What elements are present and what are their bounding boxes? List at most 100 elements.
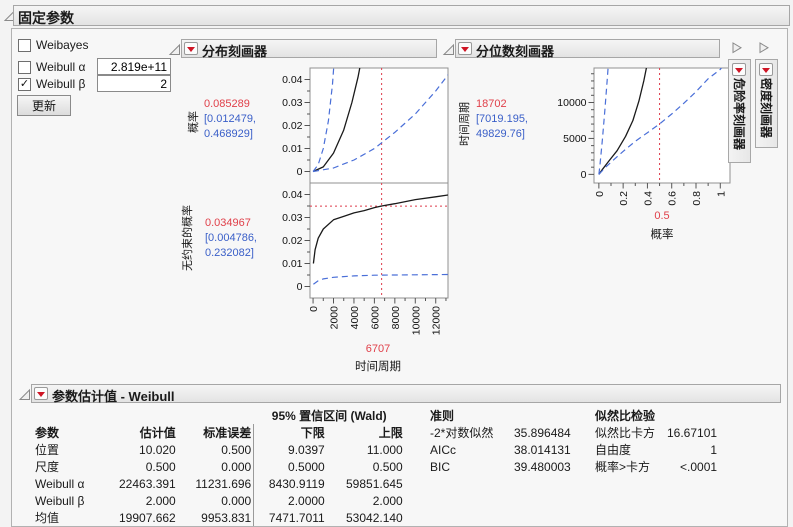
svg-text:0.01: 0.01 (282, 258, 303, 270)
svg-text:0: 0 (594, 191, 606, 197)
dist-profiler-header-bar[interactable] (181, 39, 437, 58)
dist-bottom-estimate: 0.034967 (205, 217, 251, 229)
quant-estimate: 18702 (476, 98, 507, 110)
quant-xlabel: 概率 (650, 229, 674, 241)
param-estimates-header-bar[interactable] (31, 384, 781, 403)
weibull-beta-checkbox[interactable] (18, 78, 31, 91)
table-cell: 1 (710, 442, 718, 457)
svg-text:0.4: 0.4 (642, 191, 654, 206)
table-cell: AICc (430, 442, 457, 457)
svg-text:0: 0 (297, 281, 303, 293)
dist-bottom-values: 0.034967 [0.004786, 0.232082] (205, 216, 257, 261)
svg-text:0.2: 0.2 (618, 191, 630, 206)
hazard-profiler-tab-title: 危险率刻画器 (732, 78, 746, 151)
svg-text:0.04: 0.04 (282, 189, 303, 201)
criteria-table: 准则 -2*对数似然 35.896484 AICc 38.014131 BIC 39.480… (428, 407, 573, 475)
dist-top-ci-low: [0.012479, (204, 113, 256, 125)
table-cell: 参数 (35, 426, 60, 440)
quantile-plot[interactable]: 0 5000 10000 0 0.2 0.4 0.6 0.8 1 (552, 62, 736, 233)
disclosure-open-icon[interactable] (168, 43, 181, 56)
table-row: 似然比检验 (595, 409, 656, 423)
update-button[interactable]: 更新 (17, 95, 71, 116)
table-cell: 估计值 (139, 426, 176, 440)
table-cell: 似然比卡方 (595, 426, 656, 440)
disclosure-closed-icon[interactable] (730, 41, 743, 54)
weibull-alpha-field[interactable] (97, 58, 171, 75)
weibull-alpha-checkbox[interactable] (18, 61, 31, 74)
table-row: AICc 38.014131 (428, 441, 573, 458)
table-row: 位置 10.020 0.500 9.0397 11.000 (33, 441, 405, 458)
svg-text:0.8: 0.8 (691, 191, 703, 206)
svg-text:10000: 10000 (557, 97, 586, 109)
dist-bottom-ci-high: 0.232082] (205, 247, 254, 259)
table-cell: 0.000 (221, 493, 252, 508)
svg-text:1: 1 (715, 191, 727, 197)
dist-x-current-value: 6707 (365, 343, 391, 355)
svg-text:0.03: 0.03 (282, 212, 303, 224)
svg-text:0: 0 (581, 169, 587, 181)
table-cell: 位置 (35, 443, 60, 457)
table-cell: 53042.140 (346, 510, 403, 525)
ci-group-header: 95% 置信区间 (Wald) (271, 409, 387, 423)
table-cell: 9953.831 (201, 510, 252, 525)
table-cell: 35.896484 (514, 425, 571, 440)
weibull-alpha-label: Weibull α (36, 60, 86, 74)
table-cell: 11.000 (366, 442, 403, 457)
disclosure-open-icon[interactable] (18, 388, 31, 401)
dist-profiler-title: 分布刻画器 (202, 44, 268, 59)
svg-text:0.02: 0.02 (282, 235, 303, 247)
weibayes-checkbox[interactable] (18, 39, 31, 52)
red-triangle-menu-icon[interactable] (759, 63, 773, 76)
table-cell: 均值 (35, 511, 60, 525)
dist-top-values: 0.085289 [0.012479, 0.468929] (204, 97, 256, 142)
table-cell: 9.0397 (253, 441, 327, 458)
red-triangle-menu-icon[interactable] (732, 63, 746, 76)
table-cell: 0.000 (221, 459, 252, 474)
svg-text:0: 0 (297, 166, 303, 178)
red-triangle-menu-icon[interactable] (458, 42, 472, 55)
weibayes-label: Weibayes (36, 38, 89, 52)
dist-top-estimate: 0.085289 (204, 98, 250, 110)
table-cell: 2.000 (372, 493, 403, 508)
hazard-profiler-collapsed-tab[interactable]: 危险率刻画器 (728, 59, 751, 163)
table-cell: 38.014131 (514, 442, 571, 457)
table-cell: Weibull α (35, 476, 85, 491)
table-cell: 0.500 (372, 459, 403, 474)
dist-plot-top[interactable]: 0 0.01 0.02 0.03 0.04 (272, 62, 454, 183)
table-cell: BIC (430, 459, 451, 474)
weibull-beta-field[interactable] (97, 75, 171, 92)
quant-ylabel: 时间周期 (459, 102, 471, 146)
svg-text:0: 0 (308, 306, 320, 312)
table-cell: 上限 (378, 426, 403, 440)
red-triangle-menu-icon[interactable] (34, 387, 48, 400)
quant-values: 18702 [7019.195, 49829.76] (476, 97, 528, 142)
table-cell: 22463.391 (119, 476, 176, 491)
fixed-params-header-bar[interactable] (13, 5, 790, 26)
svg-text:5000: 5000 (563, 133, 587, 145)
param-estimates-title: 参数估计值 - Weibull (52, 389, 175, 404)
table-cell: 59851.645 (346, 476, 403, 491)
table-cell: 2.000 (145, 493, 176, 508)
page-title: 固定参数 (18, 10, 74, 26)
parameter-table: 95% 置信区间 (Wald) 参数 估计值 标准误差 下限 上限 位置 10.020 0.50… (33, 407, 405, 526)
table-cell: 39.480003 (514, 459, 571, 474)
quant-ci-low: [7019.195, (476, 113, 528, 125)
disclosure-open-icon[interactable] (442, 43, 455, 56)
svg-text:2000: 2000 (329, 306, 341, 330)
table-row: Weibull β 2.000 0.000 2.0000 2.000 (33, 492, 405, 509)
table-cell: 0.500 (145, 459, 176, 474)
disclosure-closed-icon[interactable] (757, 41, 770, 54)
density-profiler-collapsed-tab[interactable]: 密度刻画器 (755, 59, 778, 148)
svg-text:0.6: 0.6 (667, 191, 679, 206)
quant-profiler-header-bar[interactable] (455, 39, 720, 58)
dist-bottom-ylabel: 无约束的概率 (182, 205, 194, 271)
table-row: 自由度 1 (593, 441, 719, 458)
table-cell: 标准误差 (203, 426, 252, 440)
svg-text:4000: 4000 (349, 306, 361, 330)
dist-top-ci-high: 0.468929] (204, 128, 253, 140)
table-row: 尺度 0.500 0.000 0.5000 0.500 (33, 458, 405, 475)
dist-plot-bottom[interactable]: 0 0.01 0.02 0.03 0.04 0 2000 4000 6000 8000 10000 1… (272, 183, 454, 348)
red-triangle-menu-icon[interactable] (184, 42, 198, 55)
quant-profiler-title: 分位数刻画器 (476, 44, 555, 59)
